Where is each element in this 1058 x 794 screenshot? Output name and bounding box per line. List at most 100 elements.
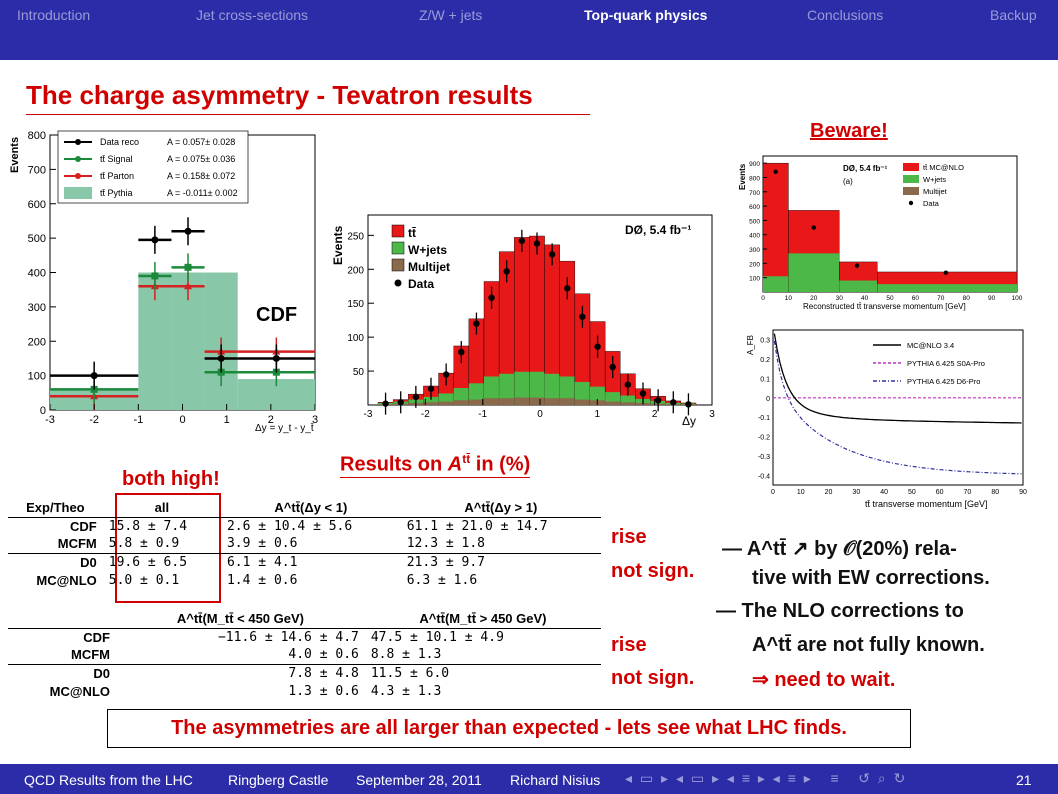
y-axis-label: Events (738, 163, 747, 190)
y-tick-label: 0.1 (760, 376, 770, 383)
x-tick-label: 3 (709, 409, 715, 420)
multijet-bar (574, 399, 590, 405)
nav-backup[interactable]: Backup (990, 7, 1037, 23)
row-label: CDF (83, 629, 110, 645)
wjets-bar (559, 376, 575, 405)
legend-swatch (391, 224, 405, 238)
note-line-1: — A^tt̄ ↗ by 𝒪(20%) rela- (722, 538, 957, 560)
x-tick-label: 40 (861, 295, 869, 302)
x-tick-label: 10 (785, 295, 793, 302)
nav-zw-jets[interactable]: Z/W + jets (419, 7, 483, 23)
x-axis-label: Reconstructed tt̄ transverse momentum [G… (803, 302, 966, 311)
table-row: CDF −11.6 ± 14.6 ± 4.7 47.5 ± 10.1 ± 4.9 (8, 628, 601, 646)
nav-top-quark-physics[interactable]: Top-quark physics (584, 7, 708, 23)
wjets-bar (574, 381, 590, 405)
legend-label: Multijet (923, 187, 948, 196)
table-row: MC@NLO 5.0 ± 0.1 1.4 ± 0.6 6.3 ± 1.6 (8, 571, 601, 589)
data-point (503, 268, 510, 275)
x-tick-label: 30 (852, 489, 860, 496)
data-point (412, 393, 420, 401)
nav-jet-cross-sections[interactable]: Jet cross-sections (196, 7, 309, 23)
x-tick-label: -2 (89, 414, 99, 426)
row-label: D0 (80, 554, 97, 570)
data-point (458, 348, 465, 356)
x-tick-label: 60 (936, 489, 944, 496)
x-tick-label: 40 (880, 489, 888, 496)
y-axis-label: A_FB (746, 335, 755, 355)
row-label: MCFM (57, 536, 97, 552)
header-exp-theo: Exp/Theo (26, 500, 85, 516)
header-dy-lt-1: A^tt̄(Δy < 1) (274, 500, 348, 516)
legend-label: tt̄ MC@NLO (923, 163, 964, 172)
cell: 19.6 ± 6.5 (108, 554, 188, 570)
results-table-mass: A^tt̄(M_tt̄ < 450 GeV) A^tt̄(M_tt̄ > 450… (8, 610, 601, 700)
y-tick-label: 100 (749, 276, 760, 283)
cell: 2.6 ± 10.4 ± 5.6 (226, 518, 353, 534)
x-tick-label: 1 (224, 414, 230, 426)
data-point (773, 169, 778, 174)
footer-bar: QCD Results from the LHC Ringberg Castle… (0, 764, 1058, 794)
beware-heading: Beware! (810, 120, 888, 142)
x-tick-label: 3 (312, 414, 318, 426)
data-point (811, 225, 816, 230)
cell: 15.8 ± 7.4 (108, 518, 188, 534)
y-tick-label: -0.2 (758, 435, 770, 442)
multijet-bar (499, 398, 515, 405)
wjets-bar (788, 253, 840, 292)
y-tick-label: -0.4 (758, 473, 770, 480)
x-tick-label: -3 (364, 409, 373, 420)
y-tick-label: 0 (766, 396, 770, 403)
legend-label: tt̄ Signal (100, 154, 133, 164)
beamer-navigation-icons[interactable]: ◂ ▭ ▸ ◂ ▭ ▸ ◂ ≡ ▸ ◂ ≡ ▸ ≡ ↺ ⌕ ↻ (625, 770, 908, 786)
cdf-asymmetry-plot: 0 100 200 300 400 500 600 700 800 -3 -2 -1 0 1 2 3 Event… (9, 130, 318, 434)
x-tick-label: 80 (991, 489, 999, 496)
y-axis-label: Events (9, 137, 21, 173)
data-point (564, 285, 571, 292)
y-tick-label: 600 (28, 199, 46, 211)
x-tick-label: -1 (478, 409, 487, 420)
wjets-bar (514, 371, 530, 405)
legend-value: A = -0.011± 0.002 (167, 188, 238, 198)
legend-value: A = 0.158± 0.072 (167, 171, 235, 181)
legend-label: W+jets (408, 243, 447, 257)
cell: 7.8 ± 4.8 (288, 665, 359, 681)
x-axis-label: Δy (682, 414, 696, 428)
signal-point (184, 263, 192, 271)
cell: 8.8 ± 1.3 (370, 647, 442, 663)
header-m-gt-450: A^tt̄(M_tt̄ > 450 GeV) (419, 611, 547, 627)
legend-value: A = 0.075± 0.036 (167, 154, 235, 164)
footer-talk: QCD Results from the LHC (24, 772, 193, 788)
afb-vs-pt-plot: 0.3 0.2 0.1 0 -0.1 -0.2 -0.3 -0.4 0 10 20 30 40 50 60 7… (746, 329, 1027, 509)
wjets-bar (620, 395, 636, 405)
footer-author: Richard Nisius (510, 772, 601, 788)
legend-value: A = 0.057± 0.028 (167, 137, 235, 147)
legend-label: PYTHIA 6.425 S0A-Pro (907, 359, 985, 368)
x-tick-label: 80 (963, 295, 971, 302)
cell: −11.6 ± 14.6 ± 4.7 (217, 629, 359, 645)
cell: 12.3 ± 1.8 (406, 536, 485, 552)
cell: 6.3 ± 1.6 (406, 572, 478, 588)
legend-marker (75, 139, 81, 145)
row-label: MC@NLO (49, 683, 110, 699)
data-point (473, 320, 480, 327)
cell: 47.5 ± 10.1 ± 4.9 (370, 629, 504, 645)
nav-conclusions[interactable]: Conclusions (807, 7, 884, 23)
legend-swatch (903, 163, 919, 171)
y-tick-label: 500 (749, 218, 760, 225)
y-tick-label: 100 (347, 333, 364, 344)
data-point (609, 363, 616, 371)
data-point (548, 251, 556, 258)
note-line-3: — The NLO corrections to (716, 600, 964, 622)
cell: 1.4 ± 0.6 (226, 572, 298, 588)
note-line-4: A^tt̄ are not fully known. (752, 634, 985, 656)
y-tick-label: 600 (749, 204, 760, 211)
wjets-bar (877, 284, 1017, 292)
data-point (217, 354, 225, 362)
row-label: MC@NLO (36, 572, 97, 588)
note-line-5: ⇒ need to wait. (752, 669, 896, 691)
nav-introduction[interactable]: Introduction (17, 7, 91, 23)
data-point (151, 236, 159, 244)
title-underline (26, 114, 590, 115)
y-tick-label: 250 (347, 231, 364, 242)
